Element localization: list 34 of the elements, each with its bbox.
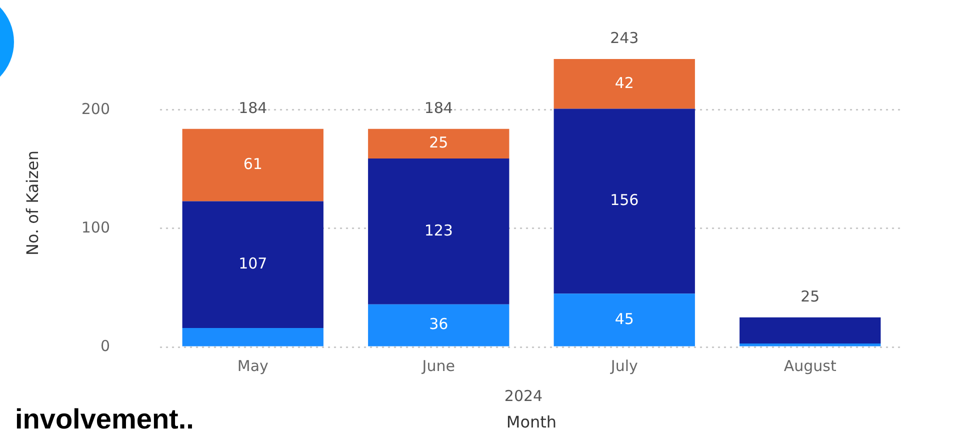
total-label: 184 bbox=[238, 98, 268, 117]
total-label: 184 bbox=[424, 98, 453, 117]
data-label: 61 bbox=[243, 154, 262, 173]
bar bbox=[368, 158, 510, 304]
text: 2024 bbox=[504, 386, 543, 405]
bar bbox=[182, 201, 324, 328]
bar bbox=[368, 304, 510, 346]
bar bbox=[554, 294, 695, 346]
x-axis-title: Month bbox=[506, 412, 557, 432]
data-label: 42 bbox=[614, 74, 634, 92]
total-label: 243 bbox=[610, 28, 639, 47]
bar bbox=[554, 108, 695, 294]
bar bbox=[182, 128, 324, 202]
total-label: 25 bbox=[800, 287, 820, 306]
data-label: 107 bbox=[238, 254, 268, 273]
data-label: 25 bbox=[429, 134, 448, 152]
y-axis-title: No. of Kaizen bbox=[22, 150, 42, 256]
bar bbox=[740, 317, 881, 344]
x-tick-label: July bbox=[610, 356, 638, 375]
y-tick-label: 100 bbox=[81, 218, 110, 236]
bar bbox=[554, 59, 695, 109]
data-label: 45 bbox=[614, 310, 634, 328]
bar bbox=[368, 128, 510, 159]
data-label: 156 bbox=[610, 191, 639, 210]
text: involvement.. bbox=[15, 404, 194, 435]
bar bbox=[740, 343, 881, 346]
x-tick-label: August bbox=[784, 356, 836, 375]
y-tick-label: 200 bbox=[81, 100, 110, 118]
x-tick-label: May bbox=[237, 356, 268, 375]
bar bbox=[182, 328, 324, 346]
data-label: 123 bbox=[424, 221, 453, 240]
y-tick-label: 0 bbox=[100, 336, 110, 355]
data-label: 36 bbox=[429, 315, 448, 334]
x-tick-label: June bbox=[421, 356, 455, 375]
